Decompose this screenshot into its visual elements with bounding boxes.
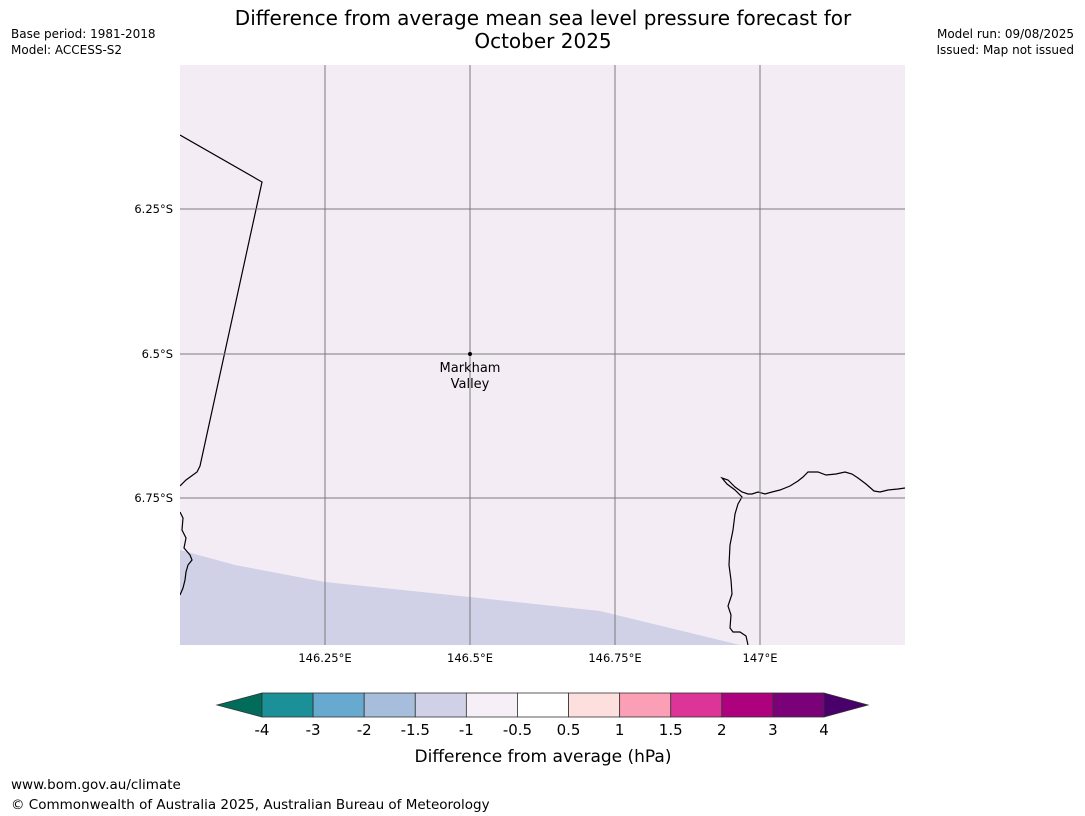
coastlines — [180, 134, 905, 645]
colorbar-segment — [312, 692, 365, 718]
coastline-west — [180, 511, 193, 596]
colorbar-segment — [517, 692, 569, 718]
colorbar-segment — [772, 692, 825, 718]
model-text: Model: ACCESS-S2 — [11, 43, 123, 57]
place-marker: Markham Valley — [440, 352, 501, 392]
lat-tick-label: 6.25°S — [134, 202, 173, 216]
colorbar-tick-label: -2 — [357, 721, 372, 739]
colorbar-tick-label: -4 — [255, 721, 270, 739]
map-figure: Markham Valley 146.25°E 146.5°E 146.75°E 14… — [134, 65, 905, 767]
colorbar-tick-label: -1 — [459, 721, 474, 739]
colorbar-tick-label: -3 — [306, 721, 321, 739]
title-line-1: Difference from average mean sea level p… — [234, 6, 852, 30]
boundary-line — [180, 134, 263, 487]
pressure-anomaly-region — [180, 550, 740, 645]
issued-text: Issued: Map not issued — [936, 43, 1074, 57]
colorbar-tick-label: 1.5 — [659, 721, 683, 739]
place-label-line-1: Markham — [440, 361, 501, 376]
colorbar-extend-low — [215, 692, 263, 718]
meta-right: Model run: 09/08/2025 Issued: Map not is… — [936, 26, 1074, 58]
model-run-text: Model run: 09/08/2025 — [936, 27, 1074, 41]
place-label-line-2: Valley — [451, 377, 490, 392]
colorbar-segment — [568, 692, 621, 718]
colorbar-label: Difference from average (hPa) — [415, 747, 672, 767]
colorbar-segment — [721, 692, 774, 718]
markham-valley-marker — [468, 352, 472, 356]
lat-tick-label: 6.5°S — [142, 347, 173, 361]
colorbar-segment — [619, 692, 672, 718]
colorbar-segment — [465, 692, 518, 718]
lon-tick-label: 146.75°E — [588, 651, 641, 665]
colorbar-tick-label: -1.5 — [401, 721, 430, 739]
map-background — [180, 65, 905, 645]
base-period-text: Base period: 1981-2018 — [11, 27, 156, 41]
lat-tick-label: 6.75°S — [134, 491, 173, 505]
lon-tick-label: 146.5°E — [447, 651, 493, 665]
axis-tick-labels: 146.25°E 146.5°E 146.75°E 147°E 6.25°S 6.5°S 6… — [134, 202, 777, 665]
colorbar-tick-label: -0.5 — [503, 721, 532, 739]
colorbar-tick-label: 2 — [717, 721, 727, 739]
footer-url: www.bom.gov.au/climate — [11, 777, 181, 793]
colorbar-segment — [363, 692, 416, 718]
lon-tick-label: 147°E — [743, 651, 778, 665]
title-line-2: October 2025 — [474, 29, 612, 53]
colorbar-segment — [261, 692, 314, 718]
colorbar-tick-label: 0.5 — [557, 721, 581, 739]
colorbar-extend-high — [823, 692, 870, 718]
colorbar-tick-label: 1 — [615, 721, 625, 739]
lon-tick-label: 146.25°E — [298, 651, 351, 665]
colorbar-tick-label: 4 — [819, 721, 829, 739]
colorbar: -4 -3 -2 -1.5 -1 -0.5 0.5 1 1.5 2 3 4 — [215, 692, 870, 739]
footer-copyright: © Commonwealth of Australia 2025, Austra… — [11, 797, 490, 813]
coastline-east — [720, 471, 905, 645]
meta-left: Base period: 1981-2018 Model: ACCESS-S2 — [11, 26, 156, 58]
colorbar-segment — [670, 692, 723, 718]
footer: www.bom.gov.au/climate © Commonwealth of… — [11, 775, 490, 815]
map-title: Difference from average mean sea level p… — [193, 7, 893, 53]
colorbar-segment — [414, 692, 467, 718]
colorbar-tick-label: 3 — [768, 721, 778, 739]
